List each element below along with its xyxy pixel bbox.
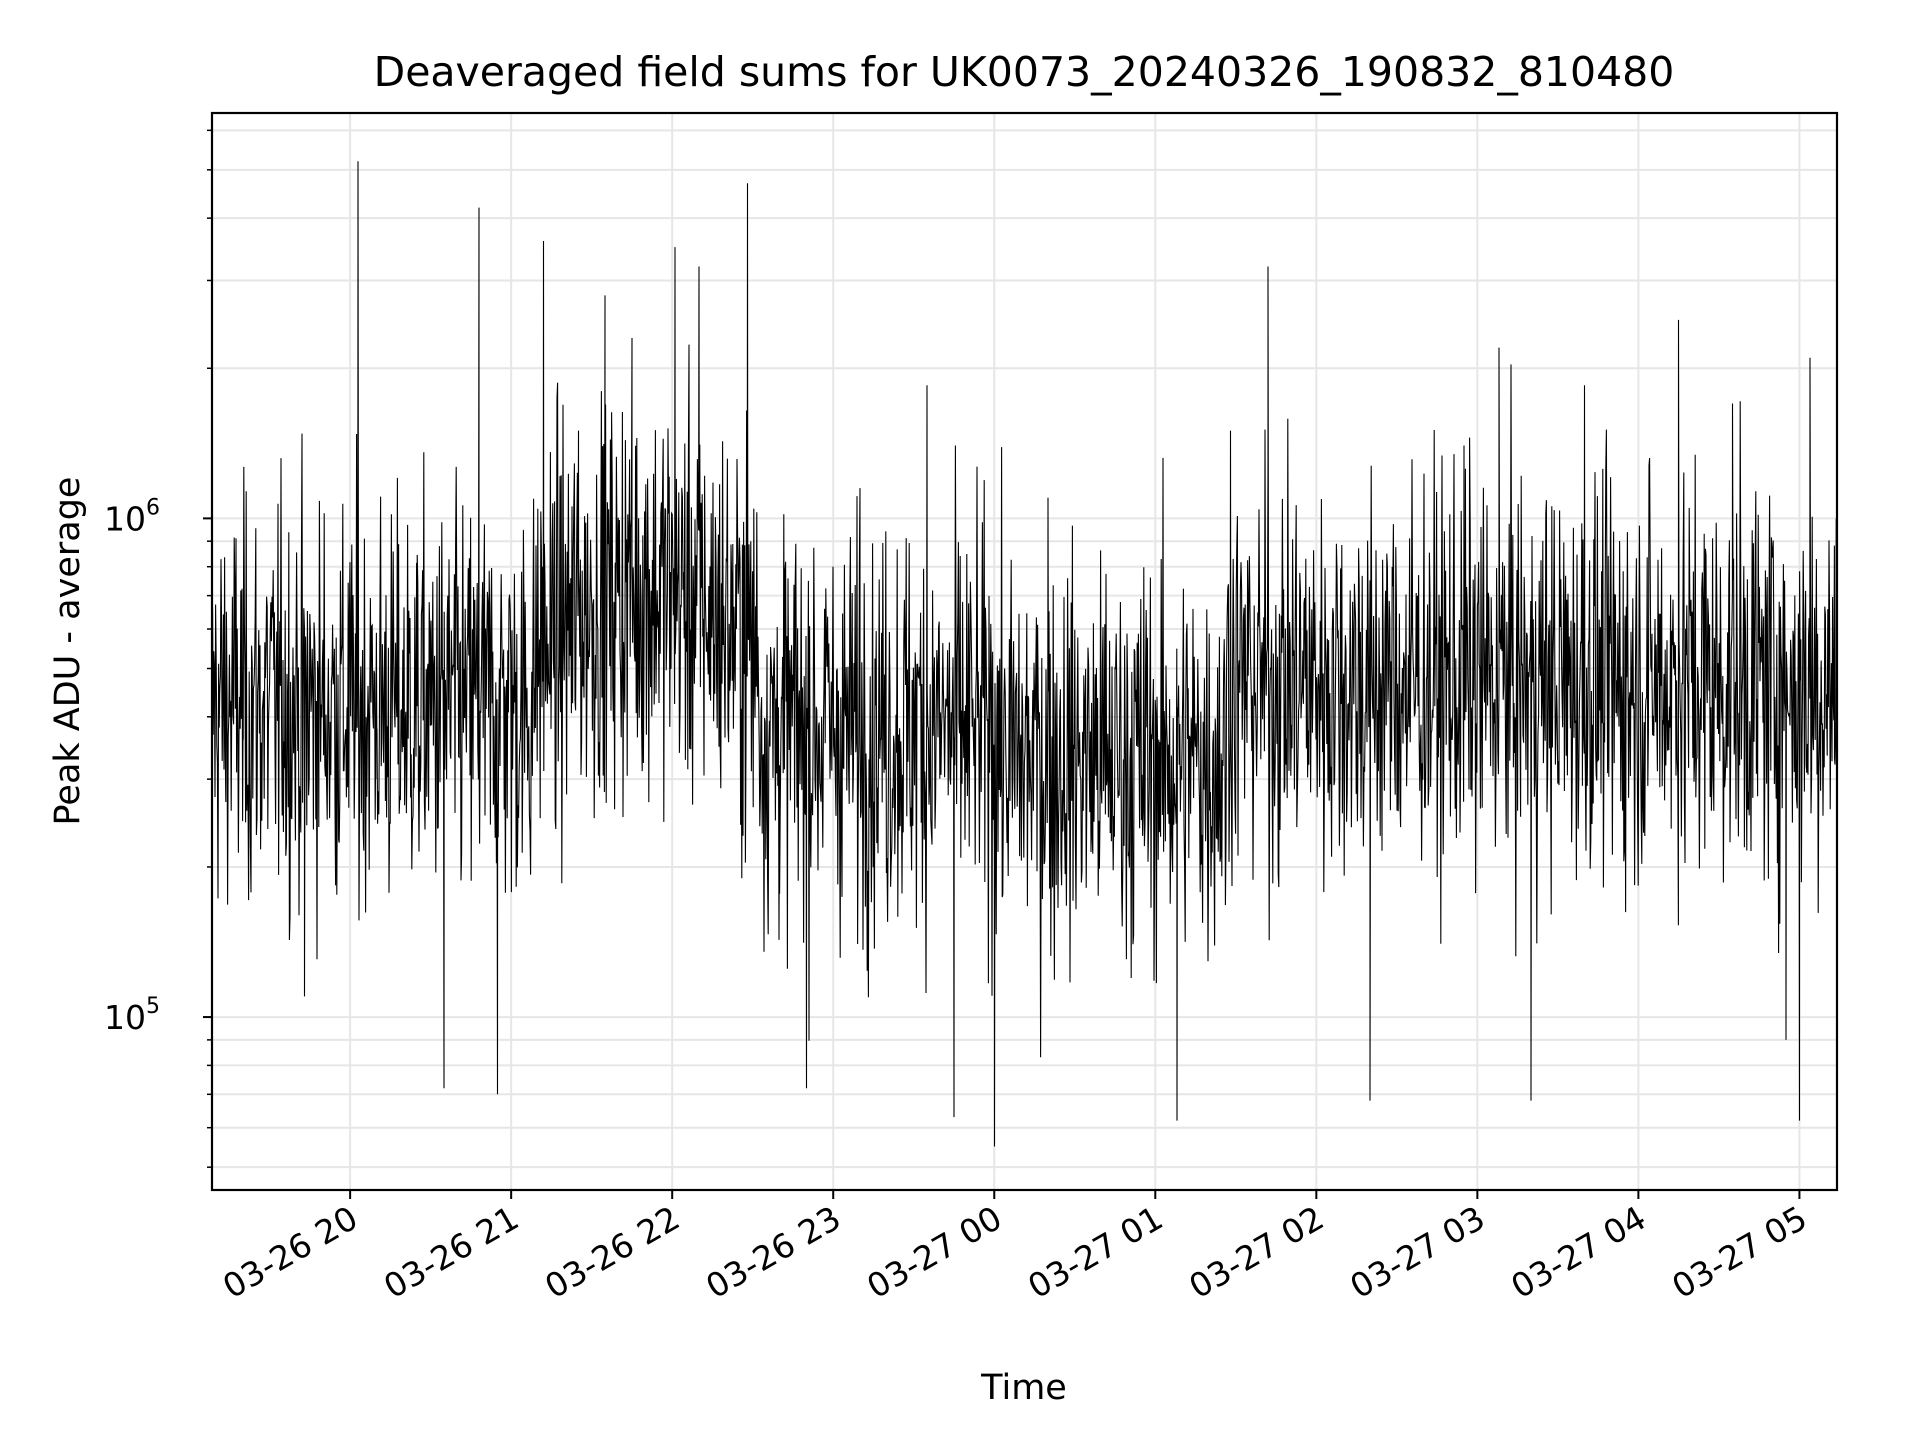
y-tick-exponent: 5 (146, 994, 160, 1019)
plot-frame (210, 111, 1839, 1192)
y-tick-base: 10 (104, 499, 146, 538)
y-tick-label: 10 (104, 998, 146, 1037)
series-line (212, 161, 1837, 1147)
plot-area (212, 161, 1837, 1147)
y-tick-base: 10 (104, 998, 146, 1037)
chart-title: Deaveraged field sums for UK0073_2024032… (374, 48, 1675, 96)
y-tick-label: 10 (104, 499, 146, 538)
x-axis-label: Time (980, 1368, 1067, 1408)
y-axis-label: Peak ADU - average (48, 477, 88, 826)
y-tick-exponent: 6 (146, 495, 160, 520)
